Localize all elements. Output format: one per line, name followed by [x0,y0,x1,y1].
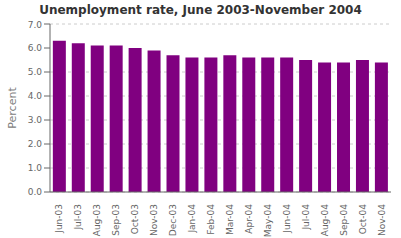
svg-text:Aug-04: Aug-04 [320,204,330,237]
svg-text:2.0: 2.0 [28,139,43,149]
svg-text:6.0: 6.0 [28,43,43,53]
svg-text:Nov-04: Nov-04 [377,204,387,236]
svg-text:Oct-04: Oct-04 [358,204,368,235]
svg-text:Sep-03: Sep-03 [111,204,121,236]
svg-text:3.0: 3.0 [28,115,43,125]
svg-text:Oct-03: Oct-03 [130,204,140,234]
svg-text:May-04: May-04 [263,204,273,237]
svg-text:0.0: 0.0 [28,187,43,197]
svg-text:Jun-04: Jun-04 [282,204,292,234]
svg-text:Aug-03: Aug-03 [92,204,102,236]
svg-text:Feb-04: Feb-04 [206,204,216,235]
svg-text:5.0: 5.0 [28,67,43,77]
svg-text:Dec-03: Dec-03 [168,204,178,236]
svg-text:4.0: 4.0 [28,91,43,101]
svg-text:Jun-03: Jun-03 [54,204,64,234]
svg-text:Jul-04: Jul-04 [301,204,311,231]
svg-text:Sep-04: Sep-04 [339,204,349,236]
svg-text:Jul-03: Jul-03 [73,204,83,231]
svg-text:7.0: 7.0 [28,20,43,30]
html-text:Unemployment rate, June 2003-N: Unemployment rate, June 2003-November 20… [39,3,362,17]
svg-text:Apr-04: Apr-04 [244,204,254,234]
svg-text:Percent: Percent [8,87,19,129]
svg-text:Mar-04: Mar-04 [225,204,235,235]
svg-text:1.0: 1.0 [28,163,43,173]
svg-text:Jan-04: Jan-04 [187,204,197,234]
svg-text:Nov-03: Nov-03 [149,204,159,236]
